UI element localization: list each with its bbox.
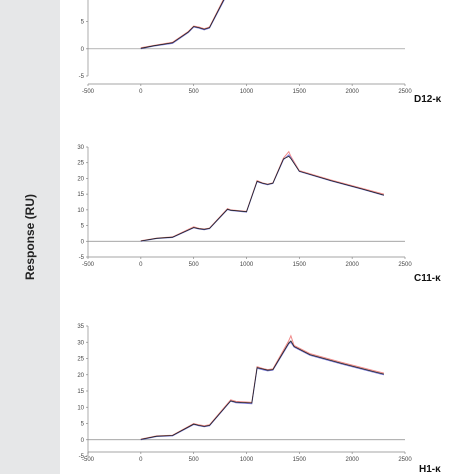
x-tick-label: 0 <box>139 89 143 95</box>
x-tick-label: 1000 <box>240 262 254 268</box>
y-tick-label: -5 <box>79 454 85 460</box>
y-tick-label: 5 <box>81 422 85 428</box>
y-tick-label: 30 <box>77 340 84 346</box>
x-tick-label: 1500 <box>293 262 307 268</box>
y-tick-label: 0 <box>81 47 85 53</box>
x-tick-label: -500 <box>82 457 95 463</box>
y-tick-label: -5 <box>79 74 85 80</box>
x-tick-label: 2500 <box>398 262 412 268</box>
y-tick-label: 10 <box>77 405 84 411</box>
y-tick-label: 30 <box>77 145 84 151</box>
x-tick-label: -500 <box>82 262 95 268</box>
panel-label: C11-κ <box>414 273 441 284</box>
y-tick-label: 25 <box>77 357 84 363</box>
ylabel-sidebar: Response (RU) <box>0 0 60 474</box>
y-tick-label: 0 <box>81 438 85 444</box>
x-tick-label: 500 <box>189 457 200 463</box>
y-tick-label: 20 <box>77 373 84 379</box>
chart-panel: -5 0 5 10 15 20 25 30 -500 0 500 1000 1500 2000 2500C1… <box>77 145 441 284</box>
x-tick-label: 500 <box>189 89 200 95</box>
y-tick-label: 10 <box>77 208 84 214</box>
x-tick-label: 2500 <box>398 457 412 463</box>
series-line <box>140 154 385 242</box>
y-tick-label: 0 <box>81 239 85 245</box>
y-tick-label: 35 <box>77 324 84 330</box>
x-tick-label: 0 <box>139 262 143 268</box>
y-tick-label: 15 <box>77 389 84 395</box>
x-tick-label: 1500 <box>293 457 307 463</box>
x-tick-label: 500 <box>189 262 200 268</box>
y-tick-label: 20 <box>77 176 84 182</box>
x-tick-label: 1500 <box>293 89 307 95</box>
series-line <box>140 155 385 242</box>
series-line <box>140 341 385 441</box>
y-tick-label: 25 <box>77 161 84 167</box>
x-tick-label: -500 <box>82 89 95 95</box>
x-tick-label: 2000 <box>345 89 359 95</box>
x-tick-label: 0 <box>139 457 143 463</box>
panel-label: H1-κ <box>419 464 441 474</box>
x-tick-label: 2000 <box>345 262 359 268</box>
panel-label: D12-κ <box>414 94 442 105</box>
y-tick-label: 5 <box>81 224 85 230</box>
series-line <box>140 0 225 49</box>
chart-panel: -5 0 5 10 15 20 25 30 35 -500 0 500 1000 1500 2000 2500… <box>77 324 441 474</box>
series-line <box>140 334 385 440</box>
y-tick-label: -5 <box>79 255 85 261</box>
x-tick-label: 1000 <box>240 89 254 95</box>
x-tick-label: 2000 <box>345 457 359 463</box>
series-line <box>140 340 384 440</box>
y-tick-label: 15 <box>77 192 84 198</box>
x-tick-label: 2500 <box>398 89 412 95</box>
series-line <box>140 150 385 242</box>
x-tick-label: 1000 <box>240 457 254 463</box>
y-tick-label: 5 <box>81 20 85 26</box>
series-line <box>140 0 225 50</box>
